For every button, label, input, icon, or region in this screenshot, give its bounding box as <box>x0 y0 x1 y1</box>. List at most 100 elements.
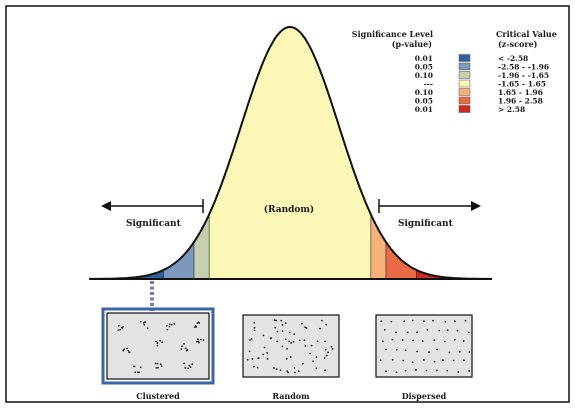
point <box>432 319 434 322</box>
point <box>288 340 290 343</box>
point <box>321 319 323 322</box>
point <box>122 326 124 328</box>
highlight-frame <box>101 307 215 385</box>
point <box>262 334 265 337</box>
left-significant-label: Significant <box>126 219 182 229</box>
point <box>132 365 135 368</box>
point <box>181 345 183 348</box>
legend-p-value: 0.01 <box>415 54 433 63</box>
point <box>263 346 266 349</box>
legend-swatch <box>458 79 471 88</box>
point <box>293 333 296 335</box>
point <box>292 340 295 343</box>
point <box>404 349 407 352</box>
point <box>119 328 122 331</box>
legend-p-value: 0.10 <box>415 71 433 80</box>
legend-z-score: -1.96 - -1.65 <box>498 71 549 80</box>
point <box>305 327 308 329</box>
point <box>385 370 387 372</box>
point <box>253 321 256 324</box>
point <box>155 340 157 343</box>
point <box>253 326 256 329</box>
point <box>316 340 319 343</box>
point <box>415 369 417 371</box>
pattern-label: Random <box>272 391 310 401</box>
point <box>323 357 326 359</box>
point <box>319 327 321 330</box>
point <box>184 367 187 369</box>
point <box>123 348 125 351</box>
point <box>286 348 288 350</box>
point <box>298 339 301 342</box>
left-significance-arrow <box>101 199 204 213</box>
legend-swatch <box>458 88 471 96</box>
point <box>156 342 159 344</box>
point <box>157 366 159 369</box>
point <box>442 359 444 362</box>
point <box>444 320 447 323</box>
point <box>289 356 292 358</box>
point <box>276 330 279 333</box>
point <box>297 370 300 372</box>
point <box>404 369 407 372</box>
point <box>443 340 446 343</box>
point <box>284 322 287 324</box>
point <box>403 320 406 323</box>
legend-swatch <box>458 96 471 105</box>
point <box>188 364 191 367</box>
point <box>464 319 467 322</box>
point <box>134 371 137 373</box>
point <box>287 371 289 374</box>
point <box>183 362 186 365</box>
point <box>325 323 328 326</box>
point <box>468 351 471 354</box>
point <box>137 371 139 373</box>
point <box>202 339 205 342</box>
pattern-panel-dispersed: Dispersed <box>375 314 473 401</box>
legend-z-score: < -2.58 <box>498 54 528 63</box>
legend-z-score: -2.58 - -1.96 <box>498 63 549 72</box>
point <box>458 350 461 353</box>
right-significant-label: Significant <box>398 219 454 229</box>
point <box>196 338 199 341</box>
point <box>161 341 164 343</box>
point <box>256 366 259 369</box>
legend-p-value: 0.05 <box>415 97 433 106</box>
point <box>467 331 470 334</box>
point <box>262 353 265 356</box>
legend: Significance Level (p-value) Critical Va… <box>352 29 557 114</box>
point <box>452 359 455 362</box>
point <box>330 345 333 348</box>
pattern-label: Dispersed <box>402 391 447 401</box>
point <box>327 351 329 354</box>
curve-outline <box>89 25 491 280</box>
point <box>312 360 314 363</box>
point <box>279 369 282 371</box>
point <box>250 338 253 340</box>
pattern-panel-random: Random <box>242 314 340 401</box>
point <box>196 340 198 343</box>
point <box>173 323 176 325</box>
point <box>275 319 277 322</box>
point <box>324 348 327 351</box>
point <box>382 340 384 343</box>
point <box>285 358 288 360</box>
point <box>294 371 296 374</box>
point <box>286 370 289 373</box>
point <box>433 339 436 341</box>
point <box>281 324 284 326</box>
legend-swatch <box>458 62 471 71</box>
right-significance-arrow <box>378 199 481 213</box>
point <box>457 371 460 373</box>
point <box>395 348 398 351</box>
point <box>453 338 456 341</box>
point <box>165 324 168 327</box>
point <box>251 358 254 360</box>
point <box>416 350 418 353</box>
point <box>395 371 398 374</box>
point <box>266 358 269 360</box>
point <box>438 329 441 332</box>
point <box>194 326 196 329</box>
point <box>406 331 409 334</box>
